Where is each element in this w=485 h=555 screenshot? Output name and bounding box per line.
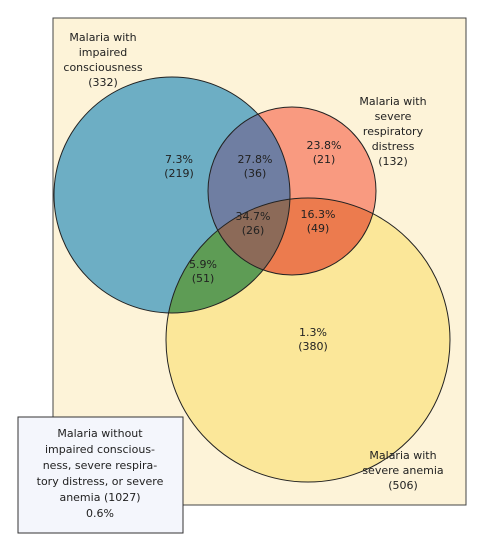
set-label: (332) — [88, 76, 118, 89]
region-count: (36) — [244, 167, 267, 180]
outside-label: 0.6% — [86, 507, 114, 520]
set-label: (132) — [378, 155, 408, 168]
region-count: (26) — [242, 224, 265, 237]
set-label: (506) — [388, 479, 418, 492]
region-percent: 34.7% — [236, 210, 271, 223]
overlap-all — [208, 198, 290, 275]
region-percent: 7.3% — [165, 153, 193, 166]
region-percent: 23.8% — [307, 139, 342, 152]
outside-box — [17, 416, 184, 534]
outside-label: anemia (1027) — [59, 491, 140, 504]
region-percent: 27.8% — [238, 153, 273, 166]
region-count: (21) — [313, 153, 336, 166]
set-label: respiratory — [363, 125, 424, 138]
outside-label: ness, severe respira- — [43, 459, 158, 472]
set-label: Malaria with — [369, 449, 436, 462]
set-label: Malaria with — [69, 31, 136, 44]
circle-outlines — [53, 76, 451, 483]
outside-label: tory distress, or severe — [37, 475, 164, 488]
region-percent: 1.3% — [299, 326, 327, 339]
region-count: (51) — [192, 272, 215, 285]
outside-label: impaired conscious- — [45, 443, 155, 456]
region-percent: 5.9% — [189, 258, 217, 271]
region-percent: 16.3% — [301, 208, 336, 221]
region-count: (49) — [307, 222, 330, 235]
set-label: severe — [375, 110, 412, 123]
overlap-ca — [166, 198, 290, 313]
set-label: distress — [372, 140, 415, 153]
set-label: consciousness — [63, 61, 142, 74]
region-count: (380) — [298, 340, 328, 353]
set-label: Malaria with — [359, 95, 426, 108]
outside-label: Malaria without — [57, 427, 143, 440]
region-count: (219) — [164, 167, 194, 180]
set-label: severe anemia — [362, 464, 443, 477]
set-label: impaired — [79, 46, 128, 59]
